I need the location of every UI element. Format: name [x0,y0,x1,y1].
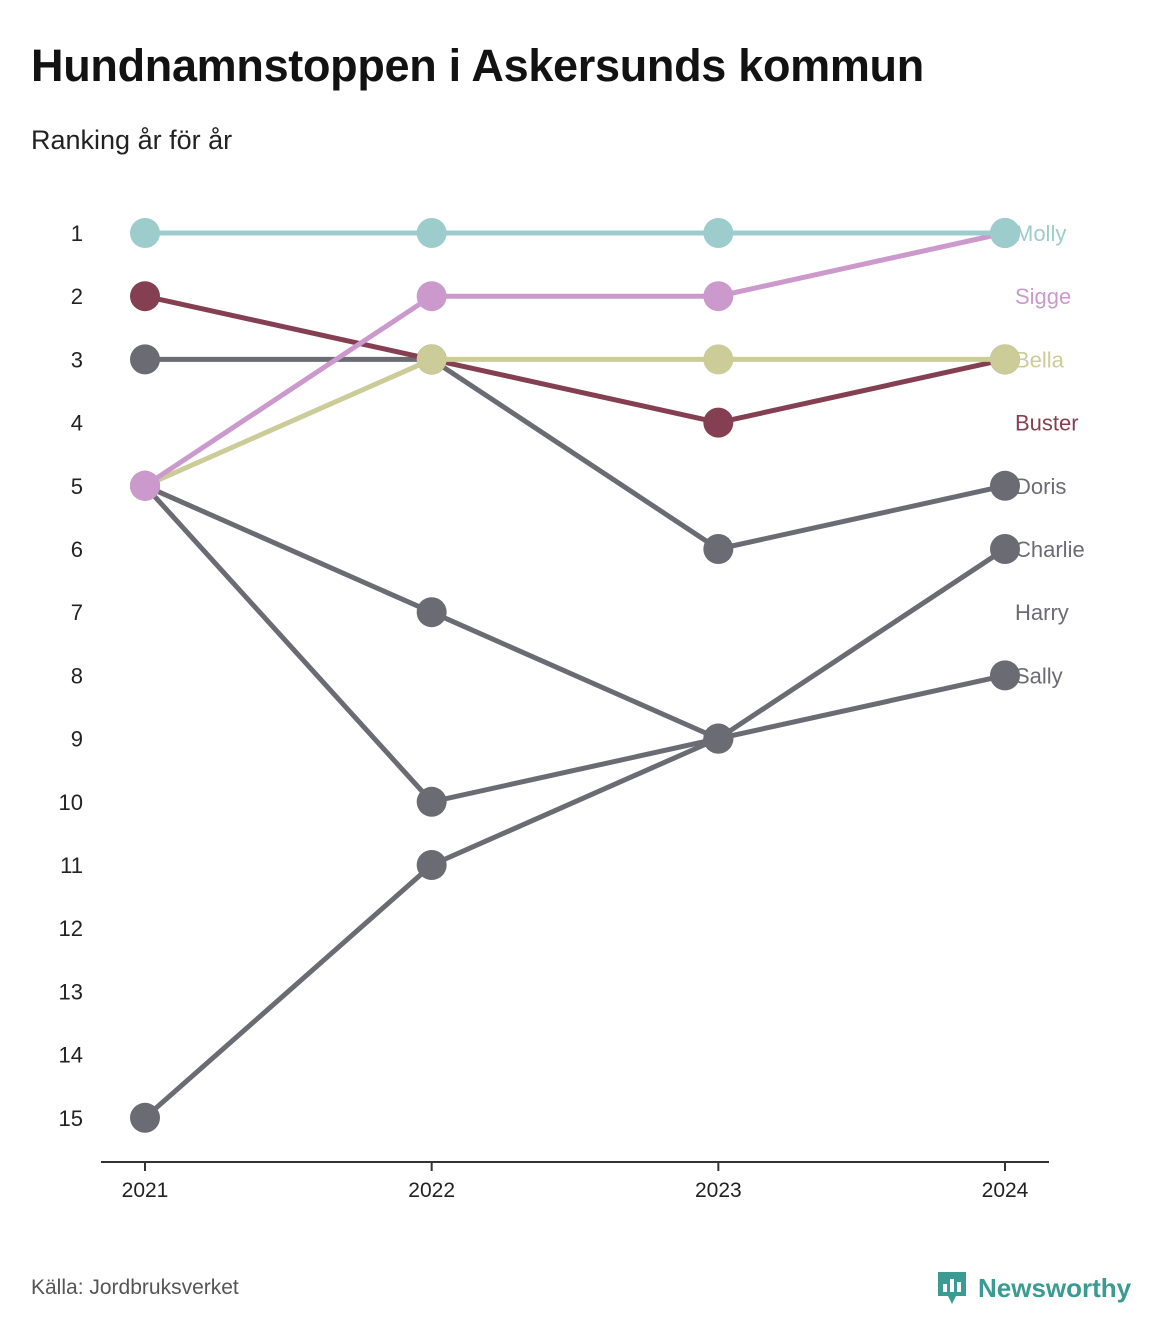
data-point [703,281,734,312]
series-sally [130,470,1020,817]
series-bella [130,344,1020,501]
newsworthy-logo-icon [938,1272,966,1304]
x-tick-label: 2024 [982,1179,1029,1202]
series-line [142,483,1008,805]
data-point [130,218,160,248]
y-tick-label: 6 [71,537,83,562]
data-point [416,850,447,880]
data-point [990,344,1020,375]
data-point [703,344,734,375]
legend-label: Sigge [1015,284,1071,309]
data-point [990,470,1020,501]
y-tick-label: 9 [71,727,83,752]
series-line [142,230,1008,489]
series-line [142,293,1008,426]
y-tick-label: 15 [59,1106,83,1131]
brand-name: Newsworthy [978,1272,1132,1303]
legend-label: Bella [1015,347,1065,372]
x-tick-label: 2023 [695,1179,742,1202]
data-point [703,534,734,564]
data-point [130,1102,160,1133]
series-line [142,356,1008,552]
chart-title: Hundnamnstoppen i Askersunds kommun [31,40,924,91]
y-tick-label: 10 [59,790,83,815]
series-charlie [130,534,1020,1133]
y-tick-label: 4 [71,411,83,436]
series-line [142,546,1008,1121]
legend-label: Charlie [1015,537,1085,562]
data-point [990,218,1020,248]
legend-label: Buster [1015,411,1079,436]
data-point [416,281,447,312]
data-point [416,786,447,817]
series-line [142,356,1008,489]
source-note: Källa: Jordbruksverket [31,1276,239,1299]
y-tick-label: 2 [71,284,83,309]
data-point [703,218,734,248]
data-point [416,344,447,375]
data-point [703,723,734,754]
data-point [990,660,1020,691]
data-point [130,470,160,501]
data-point [416,597,447,628]
y-tick-label: 14 [59,1043,83,1068]
brand-logo: Newsworthy [936,1270,1131,1306]
y-tick-label: 7 [71,600,83,625]
y-tick-label: 8 [71,663,83,688]
y-tick-label: 13 [59,979,83,1004]
x-tick-label: 2022 [408,1179,455,1202]
y-tick-label: 1 [71,221,83,246]
x-tick-label: 2021 [122,1179,169,1202]
y-tick-label: 12 [59,916,83,941]
y-tick-label: 5 [71,474,83,499]
y-tick-label: 11 [60,853,83,878]
legend-label: Harry [1015,600,1069,625]
legend-label: Doris [1015,474,1066,499]
series-doris [130,344,1020,564]
legend-label: Sally [1015,663,1063,688]
legend-label: Molly [1015,221,1066,246]
series-molly [130,218,1020,248]
y-tick-label: 3 [71,347,83,372]
data-point [703,407,734,438]
chart-subtitle: Ranking år för år [31,125,233,155]
series-harry [130,470,734,754]
data-point [990,534,1020,564]
data-point [416,218,447,248]
data-point [130,344,160,375]
data-point [130,281,160,312]
